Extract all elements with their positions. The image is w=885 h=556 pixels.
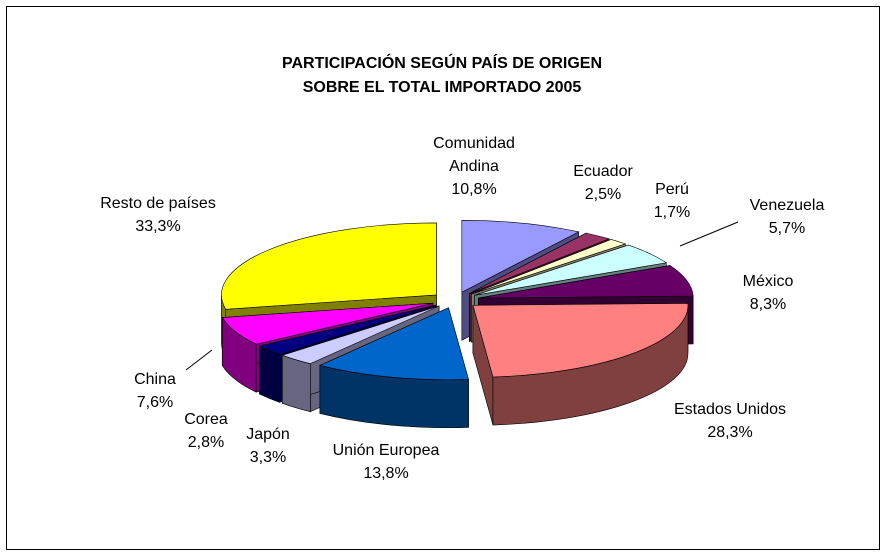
- value-label: 2,5%: [585, 186, 621, 203]
- slice-top: [478, 265, 694, 299]
- slice-top: [258, 304, 437, 355]
- value-label: 13,8%: [363, 465, 408, 482]
- label-line: Comunidad: [433, 135, 515, 152]
- slice-label: Venezuela: [750, 197, 825, 214]
- slice-label: México: [743, 273, 794, 290]
- slice-label: Ecuador: [573, 163, 633, 180]
- slice-top: [472, 303, 689, 378]
- slice-wall: [259, 345, 280, 403]
- slice-label: Perú: [655, 181, 689, 198]
- value-label: 1,7%: [654, 204, 690, 221]
- slice-label: Unión Europea: [333, 442, 440, 459]
- slice-top: [469, 232, 611, 294]
- chart-title: SOBRE EL TOTAL IMPORTADO 2005: [303, 79, 582, 96]
- value-label: 7,6%: [137, 394, 173, 411]
- value-label: 10,8%: [451, 181, 496, 198]
- slice-label: Resto de países: [100, 195, 216, 212]
- chart-frame: [6, 6, 880, 550]
- slice-top: [471, 239, 627, 295]
- value-label: 28,3%: [707, 424, 752, 441]
- slice-label: Corea: [184, 411, 228, 428]
- value-label: 33,3%: [135, 218, 180, 235]
- slice-top: [281, 305, 440, 365]
- slice-wall: [282, 354, 311, 413]
- slice-label: Comunidad Andina: [433, 135, 515, 175]
- slice: [319, 307, 469, 429]
- value-label: 8,3%: [750, 296, 786, 313]
- chart-title: PARTICIPACIÓN SEGÚN PAÍS DE ORIGEN: [282, 53, 602, 72]
- value-label: 3,3%: [250, 449, 286, 466]
- slice-label: Japón: [246, 426, 290, 443]
- label-line: Andina: [449, 158, 499, 175]
- slice-label: Estados Unidos: [674, 401, 786, 418]
- slice-top: [221, 222, 437, 310]
- slice-top: [221, 302, 433, 345]
- value-label: 5,7%: [769, 220, 805, 237]
- leader-line: [679, 221, 739, 247]
- slice-top: [461, 219, 580, 293]
- slice-top: [474, 244, 668, 296]
- slice-top: [319, 307, 469, 381]
- leader-line: [185, 349, 213, 371]
- value-label: 2,8%: [188, 434, 224, 451]
- slice-label: China: [134, 371, 176, 388]
- slice: [472, 303, 689, 426]
